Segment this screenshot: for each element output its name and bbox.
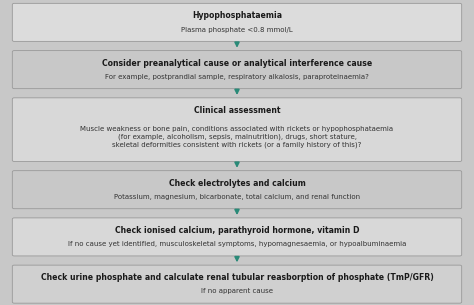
Text: Potassium, magnesium, bicarbonate, total calcium, and renal function: Potassium, magnesium, bicarbonate, total… bbox=[114, 194, 360, 200]
FancyBboxPatch shape bbox=[12, 98, 462, 161]
Text: Check ionised calcium, parathyroid hormone, vitamin D: Check ionised calcium, parathyroid hormo… bbox=[115, 226, 359, 235]
FancyBboxPatch shape bbox=[12, 3, 462, 41]
Text: If no cause yet identified, musculoskeletal symptoms, hypomagnesaemia, or hypoal: If no cause yet identified, musculoskele… bbox=[68, 241, 406, 247]
Text: Check electrolytes and calcium: Check electrolytes and calcium bbox=[169, 179, 305, 188]
Text: Plasma phosphate <0.8 mmol/L: Plasma phosphate <0.8 mmol/L bbox=[181, 27, 293, 33]
Text: For example, postprandial sample, respiratory alkalosis, paraproteinaemia?: For example, postprandial sample, respir… bbox=[105, 74, 369, 80]
Text: Muscle weakness or bone pain, conditions associated with rickets or hypophosphat: Muscle weakness or bone pain, conditions… bbox=[81, 126, 393, 148]
Text: Consider preanalytical cause or analytical interference cause: Consider preanalytical cause or analytic… bbox=[102, 59, 372, 68]
FancyBboxPatch shape bbox=[12, 51, 462, 89]
Text: Hypophosphataemia: Hypophosphataemia bbox=[192, 12, 282, 20]
Text: If no apparent cause: If no apparent cause bbox=[201, 288, 273, 294]
Text: Clinical assessment: Clinical assessment bbox=[194, 106, 280, 115]
FancyBboxPatch shape bbox=[12, 218, 462, 256]
Text: Check urine phosphate and calculate renal tubular reasborption of phosphate (TmP: Check urine phosphate and calculate rena… bbox=[41, 273, 433, 282]
FancyBboxPatch shape bbox=[12, 265, 462, 303]
FancyBboxPatch shape bbox=[12, 171, 462, 209]
